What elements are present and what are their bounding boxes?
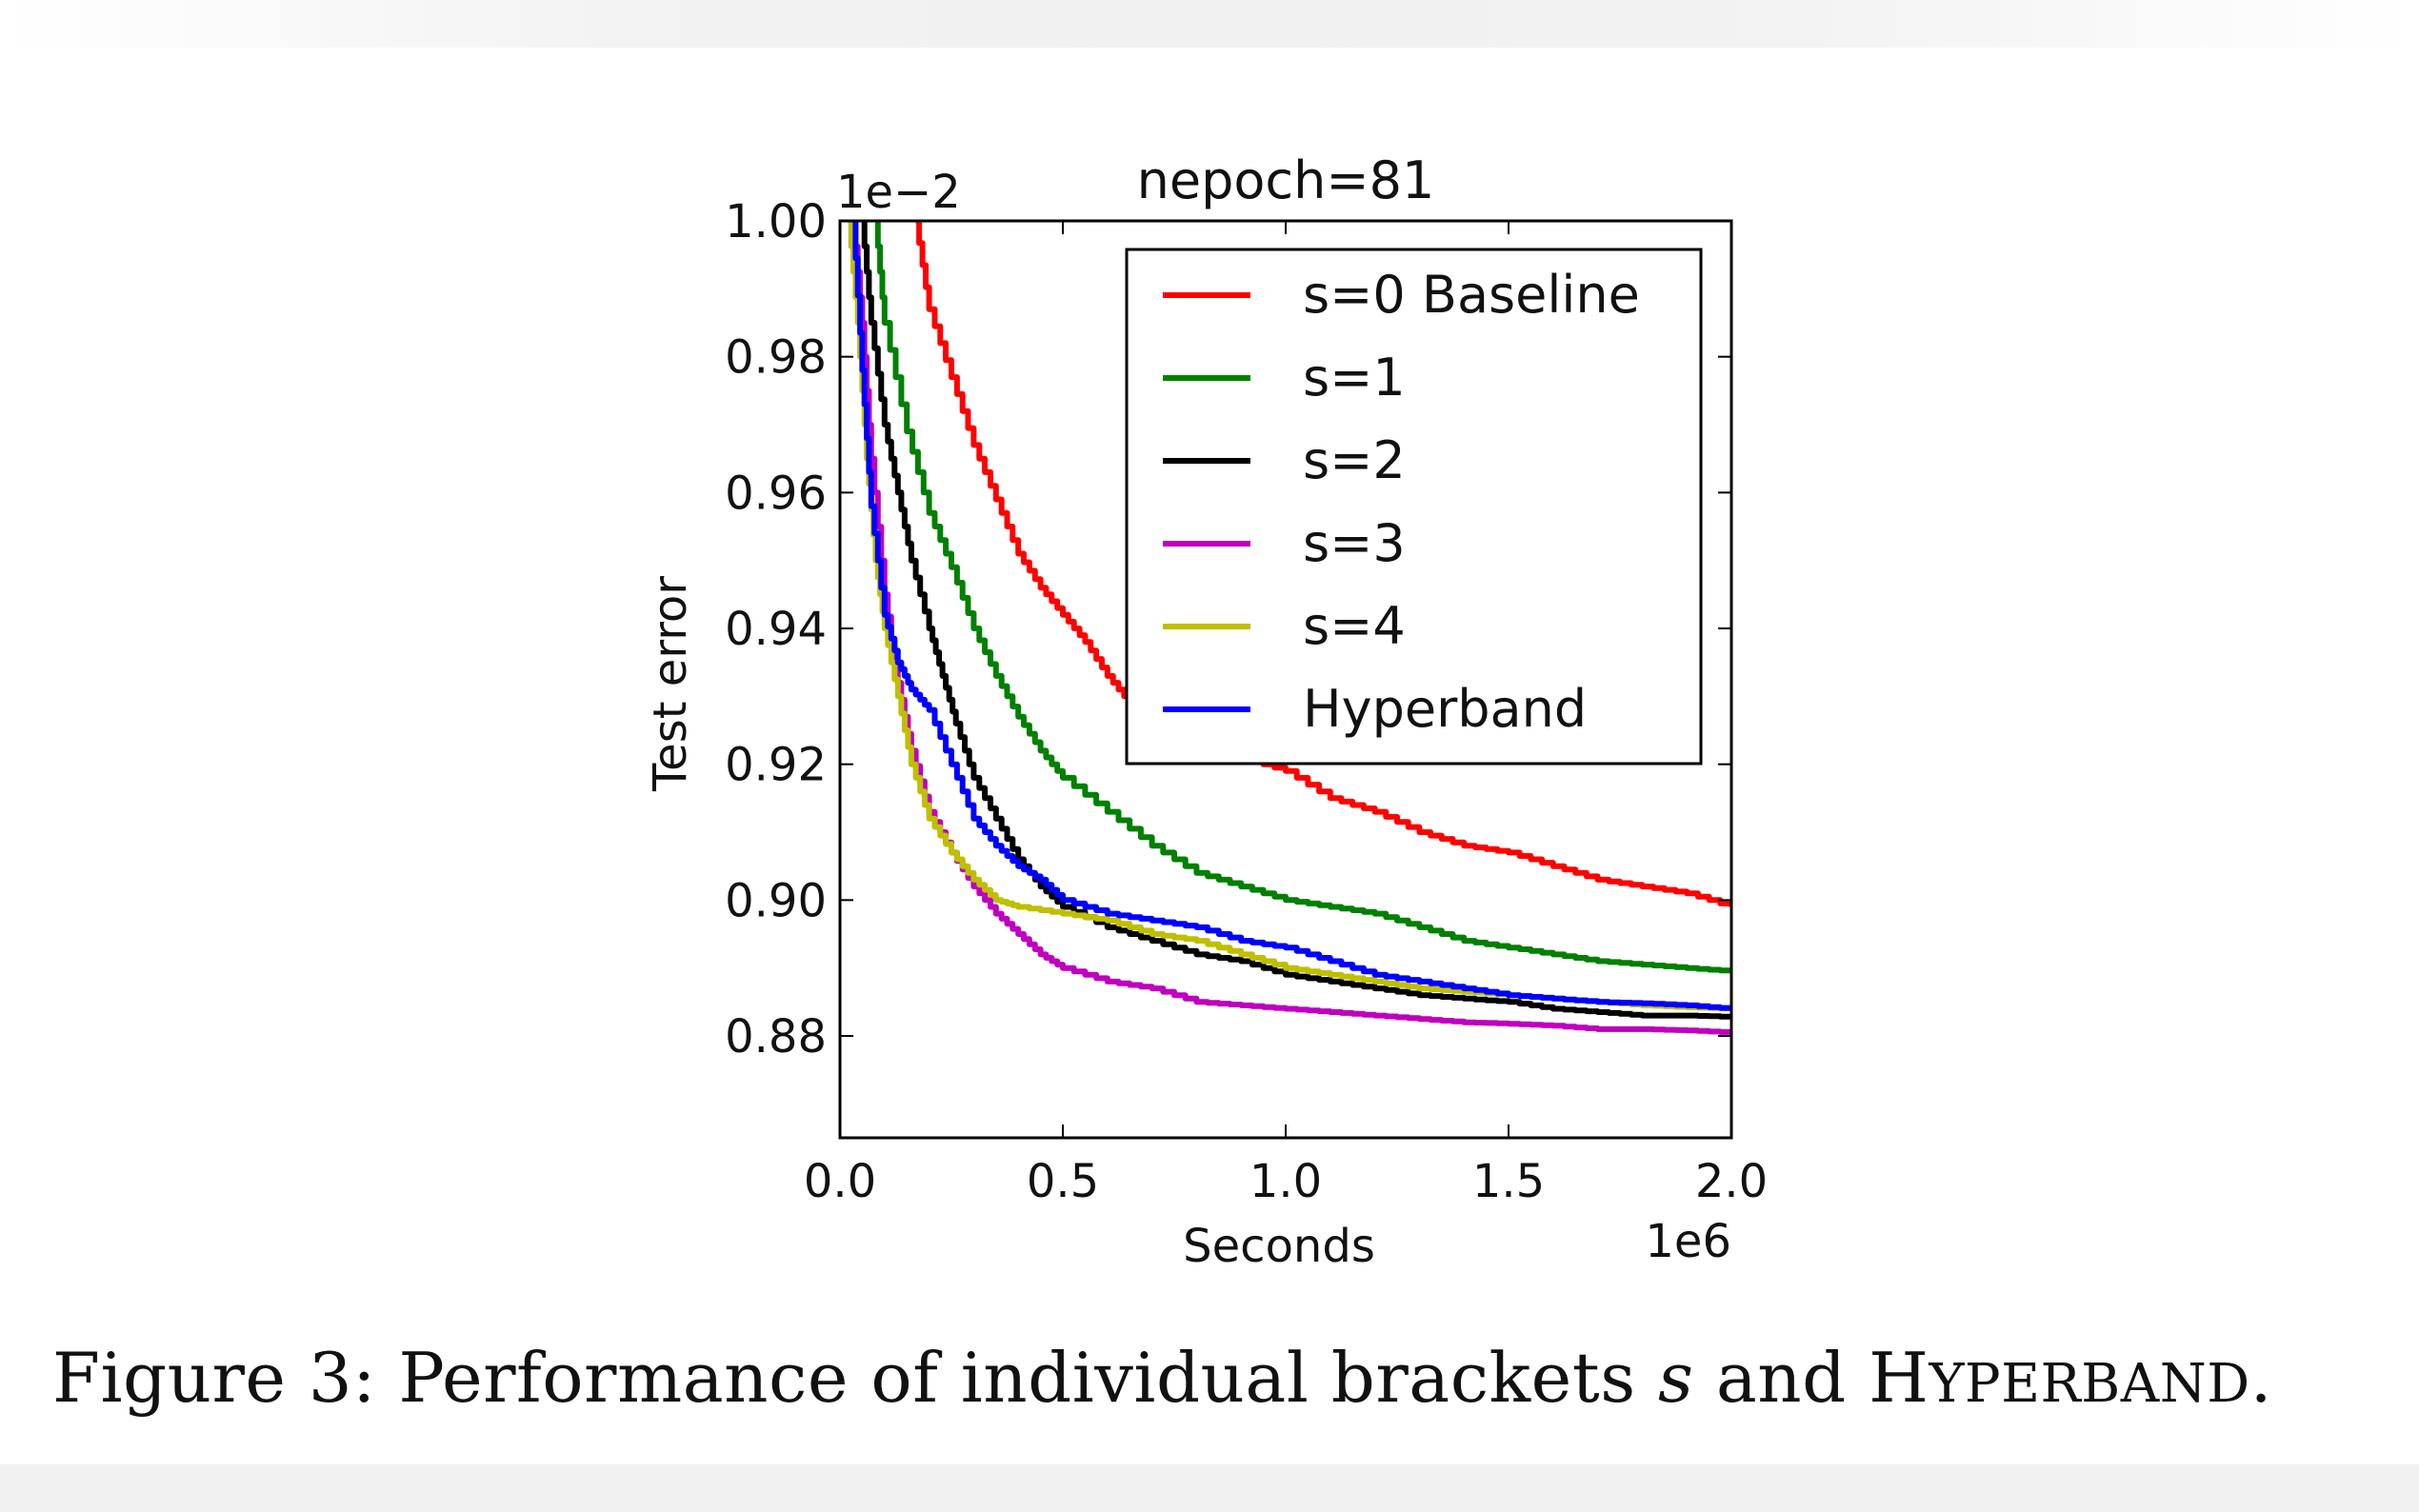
x-tick-label: 1.5	[1472, 1155, 1545, 1208]
y-tick-label: 0.92	[725, 739, 827, 792]
x-tick-label: 1.0	[1249, 1155, 1322, 1208]
bottom-shade-bar	[0, 1464, 2419, 1512]
x-tick-label: 0.0	[804, 1155, 876, 1208]
caption-method: HYPERBAND	[1869, 1338, 2249, 1418]
caption-method-first: H	[1869, 1338, 1929, 1418]
y-tick-label: 0.94	[725, 603, 827, 656]
legend-label: s=2	[1303, 430, 1406, 490]
legend: s=0 Baseline s=1 s=2 s=3 s=4 Hyperband	[1125, 248, 1703, 766]
y-tick-label: 0.90	[725, 874, 827, 927]
series-line-s-1	[874, 221, 1731, 974]
legend-label: s=0 Baseline	[1303, 265, 1640, 325]
top-shade-bar	[0, 0, 2419, 48]
y-tick-label: 0.98	[725, 331, 827, 385]
x-multiplier-label: 1e6	[1645, 1215, 1731, 1268]
legend-box	[1125, 248, 1703, 766]
legend-label: s=1	[1303, 348, 1406, 408]
caption-method-rest: YPERBAND	[1929, 1353, 2250, 1415]
series-line-s-3	[852, 221, 1731, 1035]
series-line-hyperband	[852, 221, 1731, 1011]
figure-caption: Figure 3: Performance of individual brac…	[52, 1338, 2376, 1418]
y-tick-label: 0.88	[725, 1010, 827, 1064]
chart-title: nepoch=81	[1137, 150, 1435, 210]
caption-end: .	[2249, 1338, 2273, 1418]
y-axis-label: Test error	[644, 576, 697, 792]
x-tick-label: 2.0	[1695, 1155, 1768, 1208]
legend-label: s=4	[1303, 596, 1406, 656]
ticks-layer: 0.0 0.5 1.0 1.5 2.0 0.88 0.90 0.92 0.94 0.96 0.98 1…	[725, 195, 1768, 1208]
caption-prefix: Figure 3: Performance of individual brac…	[52, 1338, 1659, 1418]
caption-mid: and	[1693, 1338, 1869, 1418]
x-tick-label: 0.5	[1027, 1155, 1099, 1208]
series-line-s-2	[861, 221, 1731, 1020]
legend-label: s=3	[1303, 513, 1406, 573]
y-multiplier-label: 1e−2	[836, 166, 961, 219]
y-tick-label: 0.96	[725, 467, 827, 520]
caption-variable: s	[1658, 1338, 1694, 1418]
line-chart: 0.0 0.5 1.0 1.5 2.0 0.88 0.90 0.92 0.94 0.96 0.98 1…	[644, 150, 1768, 1273]
legend-label: Hyperband	[1303, 679, 1587, 739]
x-axis-label: Seconds	[1183, 1220, 1375, 1273]
y-tick-label: 1.00	[725, 195, 827, 249]
plot-layer	[848, 221, 1731, 1035]
